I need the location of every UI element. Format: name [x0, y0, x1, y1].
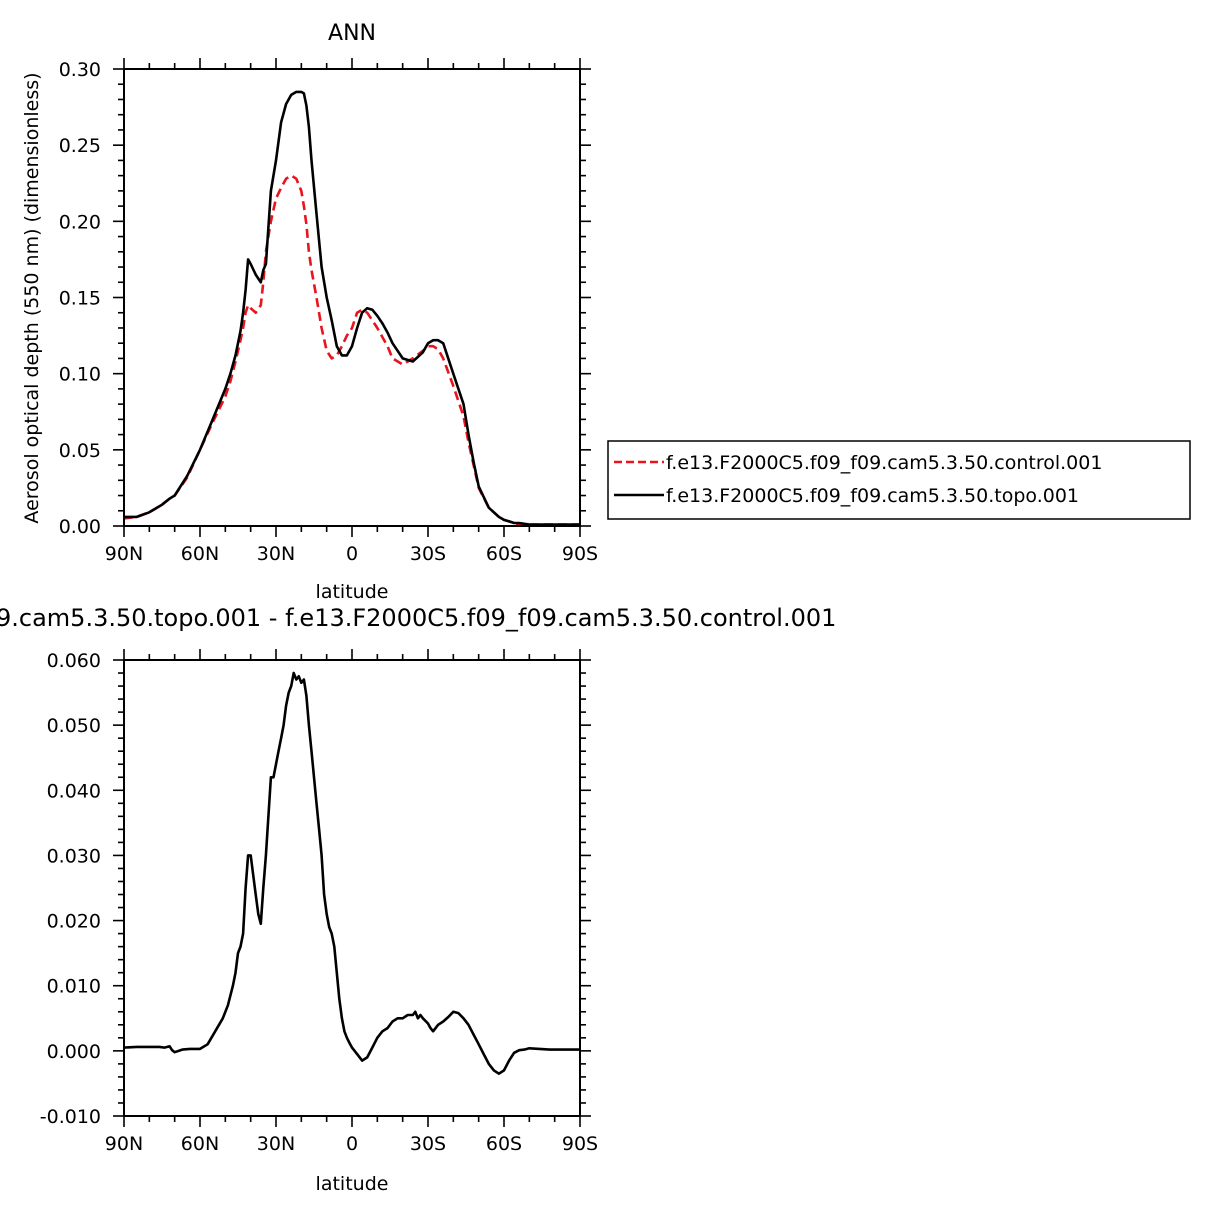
y-tick-label: 0.000: [47, 1041, 101, 1063]
x-tick-label: 60S: [486, 1133, 522, 1155]
y-tick-label: 0.010: [47, 976, 101, 998]
y-axis-label: Aerosol optical depth (550 nm) (dimensio…: [21, 72, 43, 523]
y-tick-label: 0.060: [47, 650, 101, 672]
y-tick-label: -0.010: [40, 1106, 101, 1128]
difference-panel: 9.cam5.3.50.topo.001 - f.e13.F2000C5.f09…: [0, 604, 836, 1195]
x-axis-label: latitude: [316, 1173, 389, 1195]
x-tick-label: 90S: [562, 543, 598, 565]
x-tick-label: 90N: [105, 543, 143, 565]
x-tick-label: 90N: [105, 1133, 143, 1155]
chart-title: ANN: [328, 21, 376, 46]
y-tick-label: 0.030: [47, 845, 101, 867]
series-line: [123, 671, 580, 1075]
chart-title: 9.cam5.3.50.topo.001 - f.e13.F2000C5.f09…: [0, 604, 836, 632]
x-tick-label: 30S: [410, 1133, 446, 1155]
plot-frame: [123, 68, 581, 527]
y-tick-label: 0.25: [59, 135, 101, 157]
y-tick-label: 0.05: [59, 440, 101, 462]
y-tick-label: 0.15: [59, 288, 101, 310]
y-tick-label: 0.30: [59, 59, 101, 81]
y-tick-label: 0.10: [59, 364, 101, 386]
axis-ticks: 0.00 0.05 0.10 0.15 0.20 0.25 0.30 90N 60N 30N 0 30…: [59, 58, 598, 565]
y-tick-label: 0.00: [59, 516, 101, 538]
x-tick-label: 30N: [257, 543, 295, 565]
legend-label-topo: f.e13.F2000C5.f09_f09.cam5.3.50.topo.001: [666, 485, 1079, 507]
series-line: [124, 90, 580, 526]
legend-label-control: f.e13.F2000C5.f09_f09.cam5.3.50.control.…: [666, 452, 1102, 474]
x-tick-label: 30S: [410, 543, 446, 565]
x-tick-label: 60S: [486, 543, 522, 565]
x-tick-label: 0: [346, 1133, 358, 1155]
x-tick-label: 0: [346, 543, 358, 565]
series-lines: [123, 90, 580, 526]
y-tick-label: 0.20: [59, 211, 101, 233]
legend: f.e13.F2000C5.f09_f09.cam5.3.50.control.…: [607, 440, 1191, 520]
aod-panel: ANN Aerosol optical depth (550 nm) (dime…: [21, 21, 598, 603]
x-tick-label: 30N: [257, 1133, 295, 1155]
y-tick-label: 0.020: [47, 911, 101, 933]
x-tick-label: 90S: [562, 1133, 598, 1155]
legend-box: [607, 440, 1191, 520]
x-tick-label: 60N: [181, 543, 219, 565]
plot-frame: [123, 659, 581, 1117]
series-lines: [123, 671, 580, 1075]
x-axis-label: latitude: [316, 581, 389, 603]
y-tick-label: 0.040: [47, 780, 101, 802]
y-tick-label: 0.050: [47, 715, 101, 737]
x-tick-label: 60N: [181, 1133, 219, 1155]
series-line: [123, 174, 580, 526]
